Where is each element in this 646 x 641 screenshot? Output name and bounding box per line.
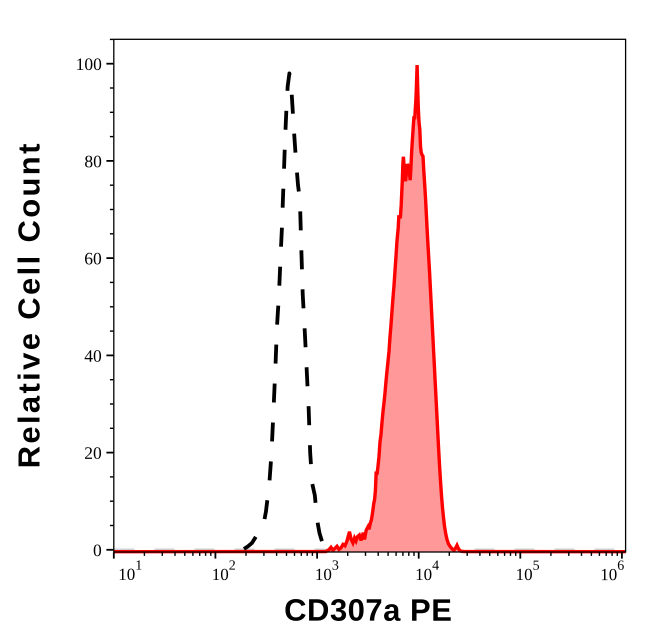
- svg-text:80: 80: [84, 151, 102, 171]
- svg-text:0: 0: [93, 540, 102, 560]
- svg-text:60: 60: [84, 248, 102, 268]
- svg-text:40: 40: [84, 346, 102, 366]
- svg-text:20: 20: [84, 443, 102, 463]
- svg-text:100: 100: [76, 54, 103, 74]
- svg-text:Relative Cell Count: Relative Cell Count: [12, 141, 47, 468]
- svg-text:CD307a PE: CD307a PE: [284, 593, 452, 628]
